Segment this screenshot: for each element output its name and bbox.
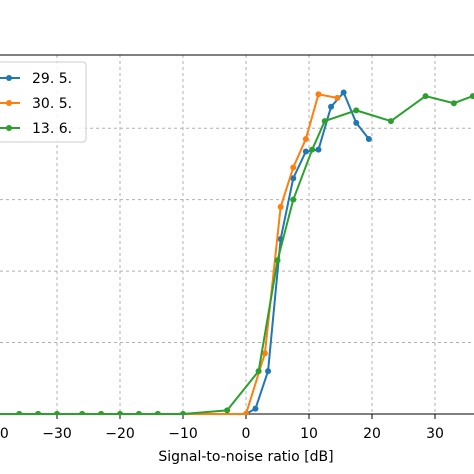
x-tick-label: 30: [426, 426, 444, 442]
data-point: [290, 175, 297, 182]
legend-swatch-marker: [6, 100, 12, 106]
x-tick-label: −30: [42, 426, 72, 442]
data-point: [243, 411, 249, 415]
data-point: [261, 350, 268, 357]
legend-label: 29. 5.: [32, 71, 72, 87]
legend-label: 13. 6.: [32, 121, 72, 137]
data-point: [422, 93, 429, 100]
data-point: [180, 411, 186, 415]
data-point: [16, 411, 23, 415]
data-point: [290, 164, 297, 171]
series-3: [0, 93, 474, 415]
legend: 29. 5. 30. 5. 13. 6.: [0, 61, 87, 143]
data-point: [328, 103, 335, 110]
data-point: [35, 411, 42, 415]
legend-frame: [0, 61, 87, 143]
data-point: [252, 405, 259, 412]
data-point: [365, 135, 372, 142]
legend-swatch-marker: [6, 125, 12, 131]
series-layer: [0, 89, 474, 415]
data-point: [315, 91, 322, 98]
data-point: [265, 368, 272, 375]
data-point: [387, 118, 394, 125]
data-point: [315, 146, 322, 153]
data-point: [302, 148, 309, 155]
data-point: [135, 411, 142, 415]
data-point: [353, 107, 360, 114]
data-point: [302, 135, 309, 142]
data-point: [340, 89, 347, 96]
data-point: [334, 94, 341, 101]
data-point: [277, 203, 284, 210]
x-tick-label: −10: [168, 426, 198, 442]
x-tick-label: 20: [363, 426, 381, 442]
data-point: [154, 411, 161, 415]
data-point: [255, 368, 262, 375]
data-point: [79, 411, 86, 415]
x-tick-label: 0: [242, 426, 251, 442]
x-tick-label: −20: [105, 426, 135, 442]
x-tick-label: −40: [0, 426, 9, 442]
data-point: [353, 119, 360, 126]
data-point: [98, 411, 105, 415]
data-point: [450, 100, 457, 107]
data-point: [290, 196, 297, 203]
data-point: [321, 118, 328, 125]
data-point: [117, 411, 123, 415]
x-tick-label: 10: [300, 426, 318, 442]
data-point: [54, 411, 60, 415]
data-point: [274, 257, 281, 264]
data-point: [224, 407, 231, 414]
legend-swatch-marker: [6, 75, 12, 81]
series-line: [0, 95, 474, 415]
legend-label: 30. 5.: [32, 96, 72, 112]
data-point: [309, 146, 316, 153]
data-point: [469, 93, 474, 100]
x-axis-title: Signal-to-noise ratio [dB]: [158, 449, 333, 465]
x-axis-ticks: −40 −30 −20 −10 0 10 20 30: [0, 414, 444, 442]
